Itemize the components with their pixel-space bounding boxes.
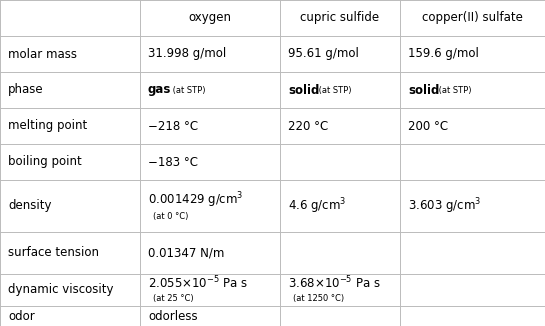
- Text: −218 °C: −218 °C: [148, 120, 198, 132]
- Text: 4.6 g/cm$^3$: 4.6 g/cm$^3$: [288, 196, 347, 216]
- Text: 159.6 g/mol: 159.6 g/mol: [408, 48, 479, 61]
- Text: phase: phase: [8, 83, 44, 96]
- Text: (at 25 °C): (at 25 °C): [153, 294, 193, 304]
- Text: solid: solid: [408, 83, 439, 96]
- Text: odorless: odorless: [148, 309, 198, 322]
- Text: 3.603 g/cm$^3$: 3.603 g/cm$^3$: [408, 196, 481, 216]
- Text: (at STP): (at STP): [170, 86, 205, 96]
- Text: odor: odor: [8, 309, 35, 322]
- Text: −183 °C: −183 °C: [148, 156, 198, 169]
- Text: density: density: [8, 200, 51, 213]
- Text: melting point: melting point: [8, 120, 87, 132]
- Text: 220 °C: 220 °C: [288, 120, 328, 132]
- Text: molar mass: molar mass: [8, 48, 77, 61]
- Text: (at STP): (at STP): [436, 86, 471, 96]
- Text: 0.001429 g/cm$^3$: 0.001429 g/cm$^3$: [148, 190, 244, 210]
- Text: (at 1250 °C): (at 1250 °C): [293, 294, 344, 304]
- Text: 31.998 g/mol: 31.998 g/mol: [148, 48, 226, 61]
- Text: cupric sulfide: cupric sulfide: [300, 11, 379, 24]
- Text: oxygen: oxygen: [189, 11, 232, 24]
- Text: 3.68$\times$10$^{-5}$ Pa s: 3.68$\times$10$^{-5}$ Pa s: [288, 275, 381, 291]
- Text: (at 0 °C): (at 0 °C): [153, 212, 189, 220]
- Text: surface tension: surface tension: [8, 246, 99, 259]
- Text: dynamic viscosity: dynamic viscosity: [8, 284, 113, 297]
- Text: (at STP): (at STP): [316, 86, 352, 96]
- Text: gas: gas: [148, 83, 171, 96]
- Text: 200 °C: 200 °C: [408, 120, 448, 132]
- Text: 0.01347 N/m: 0.01347 N/m: [148, 246, 225, 259]
- Text: 2.055$\times$10$^{-5}$ Pa s: 2.055$\times$10$^{-5}$ Pa s: [148, 275, 249, 291]
- Text: boiling point: boiling point: [8, 156, 82, 169]
- Text: 95.61 g/mol: 95.61 g/mol: [288, 48, 359, 61]
- Text: solid: solid: [288, 83, 319, 96]
- Text: copper(II) sulfate: copper(II) sulfate: [422, 11, 523, 24]
